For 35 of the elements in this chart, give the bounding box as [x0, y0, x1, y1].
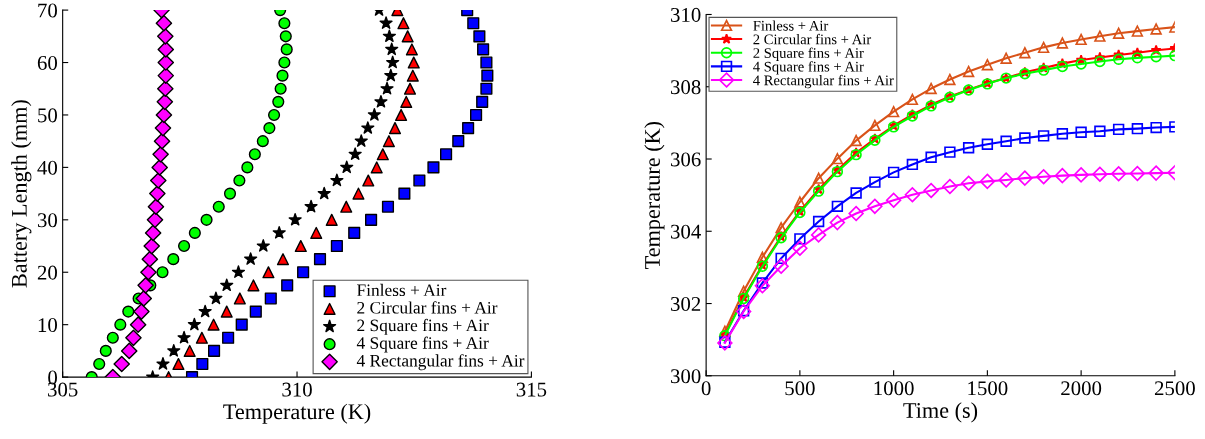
y-tick-label: 20 [37, 265, 57, 280]
legend-label: 2 Circular fins + Air [357, 301, 498, 314]
x-tick-label: 1000 [874, 381, 914, 396]
x-tick-label: 2500 [1154, 381, 1195, 396]
y-tick-label: 30 [37, 213, 57, 228]
x-tick-label: 310 [282, 382, 312, 397]
legend-label: 4 Square fins + Air [753, 61, 864, 75]
x-axis-title: Time (s) [903, 402, 978, 423]
y-tick-label: 70 [38, 3, 57, 18]
legend-label: Finless + Air [357, 283, 447, 297]
y-tick-label: 308 [671, 80, 701, 95]
y-tick-label: 10 [38, 318, 57, 333]
x-tick-label: 315 [516, 382, 547, 397]
x-tick-label: 500 [785, 381, 815, 396]
y-tick-label: 304 [671, 224, 701, 239]
x-tick-label: 0 [701, 381, 711, 396]
y-tick-label: 60 [37, 55, 57, 70]
legend-label: 4 Square fins + Air [356, 336, 489, 353]
legend-label: 4 Rectangular fins + Air [356, 354, 525, 371]
y-axis-title: Temperature (K) [644, 121, 665, 269]
x-tick-label: 2000 [1061, 381, 1102, 396]
legend-label: Finless + Air [753, 20, 829, 31]
legend-label: 2 Square fins + Air [357, 318, 489, 335]
legend-label: 2 Circular fins + Air [753, 33, 872, 45]
y-tick-label: 302 [671, 296, 701, 311]
y-tick-label: 50 [38, 108, 57, 123]
legend-label: 4 Rectangular fins + Air [753, 74, 894, 89]
x-axis-title: Temperature (K) [223, 403, 371, 424]
y-axis-title: Battery Length (mm) [11, 100, 32, 288]
y-tick-label: 306 [671, 152, 701, 167]
y-tick-label: 310 [671, 7, 701, 22]
y-tick-label: 40 [37, 160, 57, 175]
legend-label: 2 Square fins + Air [753, 47, 864, 61]
y-tick-label: 300 [671, 369, 701, 384]
x-tick-label: 1500 [968, 381, 1008, 396]
